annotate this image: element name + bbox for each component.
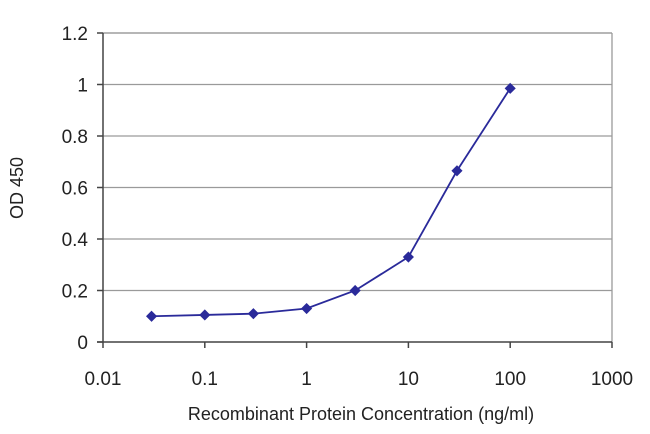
data-point [451, 165, 463, 177]
x-tick-label: 0.1 [192, 369, 218, 390]
data-point [199, 309, 211, 321]
y-axis-title: OD 450 [7, 157, 27, 219]
y-tick-label: 0 [77, 333, 88, 354]
gridlines [103, 32, 613, 342]
y-tick-label: 1 [77, 76, 88, 97]
data-point [504, 82, 516, 94]
y-tick-label: 1.2 [62, 24, 88, 45]
x-tick-label: 10 [398, 369, 419, 390]
y-tick-label: 0.6 [62, 179, 88, 200]
x-tick-labels: 0.01 0.1 1 10 100 1000 [85, 369, 634, 390]
series-line [151, 87, 511, 318]
x-tick-label: 1 [301, 369, 312, 390]
y-tick-label: 0.4 [62, 230, 89, 251]
y-tick-label: 0.8 [62, 127, 88, 148]
data-point [402, 251, 414, 263]
data-point [349, 284, 361, 297]
x-tick-label: 1000 [591, 369, 633, 390]
data-point [247, 308, 259, 320]
y-tick-labels: 0 0.2 0.4 0.6 0.8 1 1.2 [62, 24, 89, 354]
x-tick-label: 100 [494, 369, 526, 390]
data-point [146, 310, 158, 322]
x-tick-label: 0.01 [85, 369, 122, 390]
y-tick-label: 0.2 [62, 282, 88, 303]
axes [97, 32, 613, 348]
x-axis-title: Recombinant Protein Concentration (ng/ml… [188, 404, 534, 424]
series-layer [146, 82, 516, 322]
data-point [301, 302, 313, 315]
